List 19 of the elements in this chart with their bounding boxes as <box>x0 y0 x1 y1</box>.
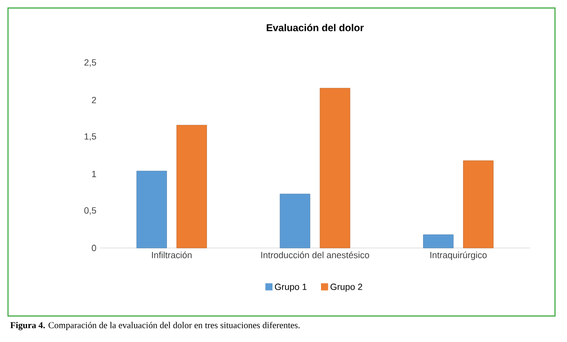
bar <box>463 160 494 248</box>
bar <box>423 234 454 248</box>
y-tick-label: 0 <box>92 244 96 252</box>
x-tick-label: Infiltración <box>152 252 192 258</box>
y-tick-label: 2,5 <box>84 59 96 67</box>
legend-label: Grupo 2 <box>330 284 362 292</box>
y-tick-label: 1,5 <box>84 133 96 141</box>
bar <box>176 124 207 248</box>
y-tick-label: 0,5 <box>84 207 96 215</box>
bar <box>136 170 167 248</box>
bar <box>320 88 350 248</box>
x-tick-label: Intraquirúrgico <box>430 252 487 260</box>
legend-label: Grupo 1 <box>274 284 307 292</box>
y-tick-label: 1 <box>92 170 96 178</box>
chart-title: Evaluación del dolor <box>266 24 364 32</box>
y-tick-label: 2 <box>92 96 96 104</box>
text: Figura 4. Comparación de la evaluación del dolor en tres situaciones diferentes. <box>10 322 300 330</box>
x-tick-label: Introducción del anestésico <box>261 252 370 258</box>
bar <box>280 194 310 248</box>
